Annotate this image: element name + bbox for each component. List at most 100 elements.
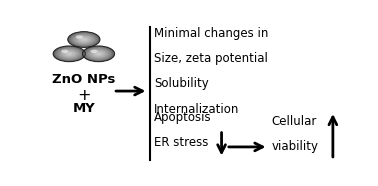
Circle shape xyxy=(62,50,76,57)
Circle shape xyxy=(93,51,104,57)
Circle shape xyxy=(90,49,107,58)
Circle shape xyxy=(94,52,103,56)
Circle shape xyxy=(54,46,84,61)
Circle shape xyxy=(91,50,106,58)
Circle shape xyxy=(74,35,93,44)
Circle shape xyxy=(66,52,73,56)
Circle shape xyxy=(56,47,83,60)
Circle shape xyxy=(76,36,91,43)
Circle shape xyxy=(96,53,101,55)
Circle shape xyxy=(77,36,91,43)
Circle shape xyxy=(71,33,96,46)
Circle shape xyxy=(80,38,88,41)
Circle shape xyxy=(74,34,94,45)
Circle shape xyxy=(63,51,75,57)
Text: Internalization: Internalization xyxy=(154,102,240,116)
Text: Cellular: Cellular xyxy=(271,115,317,128)
Circle shape xyxy=(79,37,88,42)
Circle shape xyxy=(96,53,101,55)
Circle shape xyxy=(91,50,105,57)
Circle shape xyxy=(73,34,95,45)
Circle shape xyxy=(54,46,84,61)
Circle shape xyxy=(53,46,85,62)
Circle shape xyxy=(55,47,83,61)
Circle shape xyxy=(57,48,82,60)
Circle shape xyxy=(81,38,87,41)
Circle shape xyxy=(94,52,103,56)
Circle shape xyxy=(65,52,73,56)
Circle shape xyxy=(68,32,99,47)
Circle shape xyxy=(57,48,82,60)
Circle shape xyxy=(93,51,104,56)
Circle shape xyxy=(69,32,99,47)
Circle shape xyxy=(72,34,96,45)
Circle shape xyxy=(76,36,91,43)
Circle shape xyxy=(91,50,106,57)
Circle shape xyxy=(56,48,82,60)
Circle shape xyxy=(55,47,84,61)
Circle shape xyxy=(56,47,82,60)
Circle shape xyxy=(82,39,86,40)
Circle shape xyxy=(95,52,102,56)
Circle shape xyxy=(80,38,87,41)
Circle shape xyxy=(92,51,105,57)
Circle shape xyxy=(85,47,112,60)
Circle shape xyxy=(82,39,85,40)
Circle shape xyxy=(79,37,89,42)
Circle shape xyxy=(90,50,107,58)
Circle shape xyxy=(83,46,114,61)
Circle shape xyxy=(66,52,73,55)
Circle shape xyxy=(88,49,109,59)
Circle shape xyxy=(98,53,99,54)
Circle shape xyxy=(83,39,85,40)
Circle shape xyxy=(87,48,110,60)
Circle shape xyxy=(53,46,85,62)
Circle shape xyxy=(80,37,88,41)
Text: Solubility: Solubility xyxy=(154,77,209,90)
Circle shape xyxy=(93,51,104,57)
Circle shape xyxy=(77,36,90,43)
Circle shape xyxy=(59,49,79,59)
Circle shape xyxy=(77,36,91,43)
Circle shape xyxy=(57,48,81,60)
Circle shape xyxy=(76,36,92,44)
Circle shape xyxy=(68,53,71,55)
Circle shape xyxy=(65,52,73,56)
Circle shape xyxy=(92,51,105,57)
Circle shape xyxy=(94,52,103,56)
Text: MY: MY xyxy=(73,102,95,115)
Circle shape xyxy=(57,48,81,60)
Circle shape xyxy=(64,51,75,57)
Circle shape xyxy=(59,49,79,59)
Circle shape xyxy=(86,48,111,60)
Circle shape xyxy=(61,50,77,58)
Circle shape xyxy=(84,47,113,61)
Text: Size, zeta potential: Size, zeta potential xyxy=(154,52,268,65)
Circle shape xyxy=(78,37,90,42)
Circle shape xyxy=(58,49,80,59)
Circle shape xyxy=(76,35,83,39)
Circle shape xyxy=(71,33,97,46)
Circle shape xyxy=(78,36,90,42)
Circle shape xyxy=(86,48,111,60)
Circle shape xyxy=(94,52,102,56)
Circle shape xyxy=(64,52,74,56)
Circle shape xyxy=(90,50,98,53)
Circle shape xyxy=(68,32,100,47)
Circle shape xyxy=(88,49,108,59)
Circle shape xyxy=(70,33,98,46)
Text: ZnO NPs: ZnO NPs xyxy=(52,73,116,86)
Circle shape xyxy=(84,47,113,61)
Circle shape xyxy=(88,49,109,59)
Circle shape xyxy=(85,47,112,61)
Text: Apoptosis: Apoptosis xyxy=(154,111,212,124)
Circle shape xyxy=(88,49,110,59)
Circle shape xyxy=(79,37,89,42)
Circle shape xyxy=(78,37,89,42)
Circle shape xyxy=(61,50,68,53)
Circle shape xyxy=(60,50,78,58)
Circle shape xyxy=(62,50,77,57)
Circle shape xyxy=(69,32,99,47)
Circle shape xyxy=(71,33,97,46)
Circle shape xyxy=(76,35,92,44)
